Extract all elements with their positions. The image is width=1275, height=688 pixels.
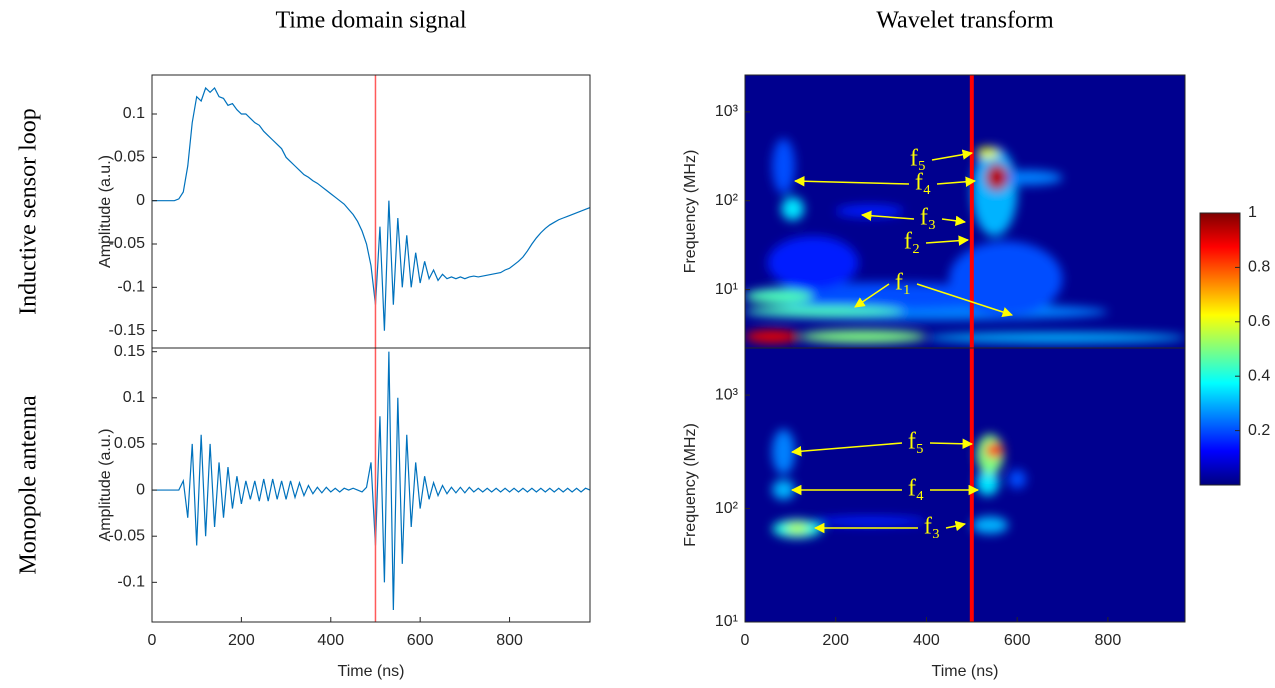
- x-tick-label: 600: [1004, 632, 1031, 649]
- wavelet-region: [985, 442, 1004, 458]
- y-tick-label: -0.05: [109, 235, 146, 252]
- y-axis-label: Frequency (MHz): [682, 423, 699, 547]
- colorbar-tick-label: 0.4: [1248, 367, 1270, 384]
- plot-area: [152, 348, 590, 622]
- y-tick-label: 0: [136, 192, 145, 209]
- annotation-arrow: [916, 283, 1013, 318]
- panel-title: Time domain signal: [275, 8, 466, 34]
- colorbar-tick-label: 0.2: [1248, 422, 1270, 439]
- y-tick-label: -0.15: [109, 322, 146, 339]
- annotation-arrow: [854, 283, 890, 308]
- y-axis-label: Amplitude (a.u.): [97, 429, 114, 542]
- blobs: [745, 138, 1185, 344]
- wavelet-region: [813, 516, 927, 527]
- x-tick-label: 800: [1095, 632, 1122, 649]
- annotation-arrow: [790, 442, 903, 457]
- wavelet-region: [971, 147, 1018, 237]
- y-tick-label: 0.1: [123, 389, 145, 406]
- wavelet-region: [799, 330, 927, 344]
- annotation-arrow: [793, 176, 910, 187]
- blobs: [772, 429, 1027, 538]
- annotation-label: f₂: [904, 229, 920, 255]
- y-tick-label: 0.05: [114, 435, 145, 452]
- annotation-arrow: [860, 210, 915, 221]
- annotation-label: f₃: [920, 205, 936, 231]
- wavelet-region: [926, 332, 1185, 344]
- annotation-label: f₁: [895, 270, 911, 296]
- row-label: Monopole antenna: [16, 395, 42, 575]
- wavelet-region: [767, 236, 859, 290]
- annotation-arrow: [936, 176, 977, 187]
- x-tick-label: 200: [228, 632, 255, 649]
- annotation-arrow: [925, 235, 970, 246]
- annotation-label: f₃: [924, 514, 940, 540]
- y-tick-label: 10³: [715, 103, 739, 120]
- wavelet-region: [745, 330, 800, 344]
- annotation-label: f₄: [915, 170, 931, 196]
- wavelet-region: [971, 516, 1009, 534]
- panel-title: Wavelet transform: [876, 8, 1054, 34]
- y-tick-label: 10²: [715, 192, 739, 209]
- annotation-label: f₄: [908, 476, 924, 502]
- wavelet-region: [781, 197, 804, 221]
- wavelet-region: [1008, 469, 1027, 489]
- signal-line: [152, 351, 590, 611]
- wavelet-region: [745, 306, 904, 317]
- x-axis-label: Time (ns): [932, 663, 999, 680]
- y-tick-label: -0.05: [109, 527, 146, 544]
- x-tick-label: 800: [496, 632, 523, 649]
- wavelet-region: [772, 479, 795, 500]
- x-axis-label: Time (ns): [338, 663, 405, 680]
- y-tick-label: 0.1: [123, 105, 145, 122]
- wavelet-region: [772, 138, 795, 194]
- annotation-arrow: [931, 149, 974, 161]
- wavelet-region: [949, 241, 1063, 317]
- wavelet-region: [785, 522, 809, 534]
- y-tick-label: 10¹: [715, 613, 738, 630]
- annotation-label: f₅: [908, 429, 924, 455]
- plot-area: [745, 75, 1185, 348]
- x-tick-label: 200: [822, 632, 849, 649]
- x-tick-label: 0: [148, 632, 157, 649]
- colorbar-tick-label: 1: [1248, 204, 1257, 221]
- wavelet-region: [985, 163, 1009, 191]
- y-tick-label: 10¹: [715, 281, 738, 298]
- axes-frame: [151, 347, 591, 623]
- colorbar: [1199, 212, 1241, 486]
- y-tick-label: 0.15: [114, 343, 145, 360]
- x-tick-label: 400: [913, 632, 940, 649]
- y-tick-label: 0: [136, 481, 145, 498]
- plot-area: [152, 75, 590, 348]
- plot-background: [745, 348, 1185, 622]
- y-tick-label: -0.1: [117, 574, 145, 591]
- x-tick-label: 600: [407, 632, 434, 649]
- x-tick-label: 0: [741, 632, 750, 649]
- y-tick-label: -0.1: [117, 279, 145, 296]
- colorbar-tick-label: 0.8: [1248, 259, 1270, 276]
- wavelet-region: [976, 469, 1000, 496]
- colorbar-tick-label: 0.6: [1248, 313, 1270, 330]
- wavelet-region: [772, 429, 795, 475]
- annotation-arrow: [945, 520, 967, 532]
- x-tick-label: 400: [317, 632, 344, 649]
- wavelet-region: [745, 289, 814, 304]
- y-tick-label: 10³: [715, 386, 739, 403]
- wavelet-region: [994, 170, 1063, 186]
- annotation-arrow: [929, 438, 974, 450]
- y-axis-label: Amplitude (a.u.): [97, 155, 114, 268]
- annotation-label: f₅: [910, 146, 926, 172]
- y-tick-label: 0.05: [114, 149, 145, 166]
- row-label: Inductive sensor loop: [16, 108, 42, 315]
- y-axis-label: Frequency (MHz): [682, 150, 699, 274]
- axes-frame: [744, 347, 1186, 623]
- annotation-arrow: [941, 215, 967, 226]
- wavelet-region: [976, 147, 1000, 159]
- plot-area: [745, 348, 1185, 622]
- axes-frame: [151, 74, 591, 349]
- signal-line: [152, 86, 590, 331]
- y-tick-label: 10²: [715, 500, 739, 517]
